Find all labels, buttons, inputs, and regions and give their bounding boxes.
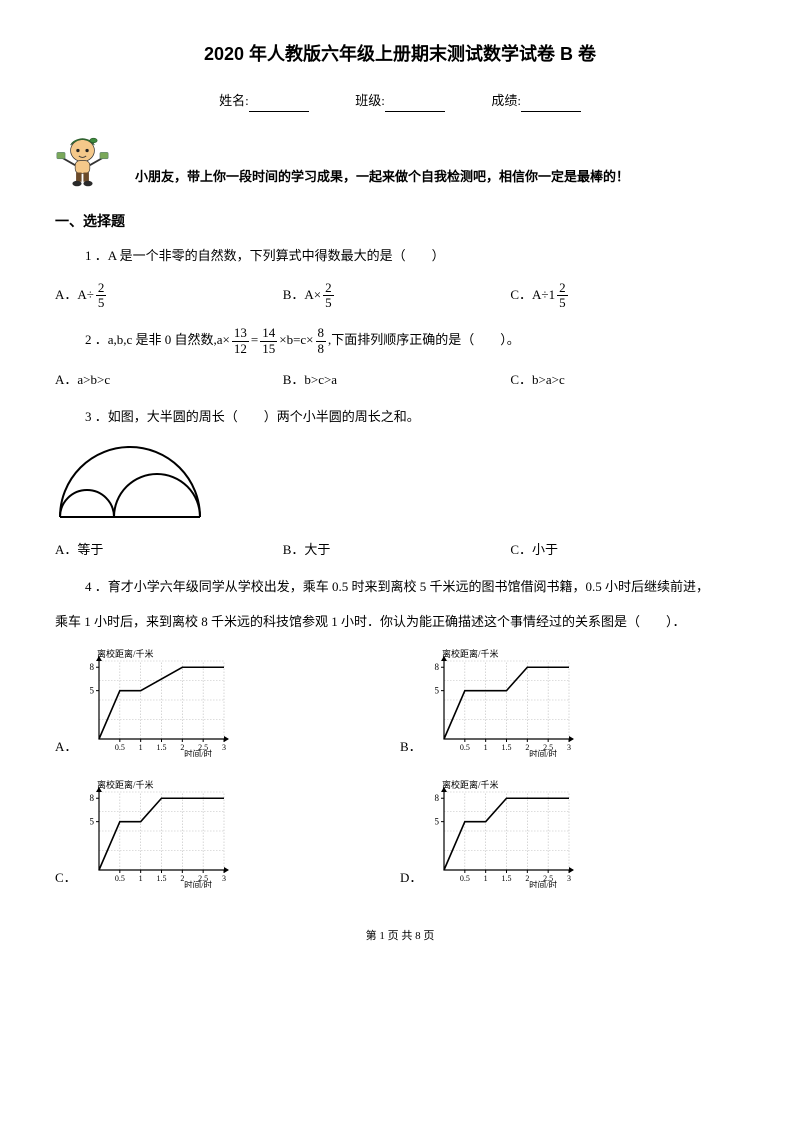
question-2: 2 ．a,b,c 是非 0 自然数,a×1312=1415×b=c×88,下面排… xyxy=(85,326,745,356)
svg-text:5: 5 xyxy=(435,685,440,695)
q1-b-prefix: B．A× xyxy=(283,287,321,302)
section-1-heading: 一、选择题 xyxy=(55,210,745,232)
name-blank[interactable] xyxy=(249,98,309,112)
svg-text:0.5: 0.5 xyxy=(460,743,470,752)
q2-suffix: ,下面排列顺序正确的是（ ）。 xyxy=(328,332,520,347)
svg-text:1.5: 1.5 xyxy=(502,874,512,883)
question-4-line1: 4 ．育才小学六年级同学从学校出发，乘车 0.5 时来到离校 5 千米远的图书馆… xyxy=(85,577,745,598)
q3-choice-b: B．大于 xyxy=(283,540,511,561)
q1-choice-a: A．A÷25 xyxy=(55,281,283,311)
q1-choice-b: B．A×25 xyxy=(283,281,511,311)
svg-text:时间/时: 时间/时 xyxy=(529,880,557,888)
svg-text:1: 1 xyxy=(139,743,143,752)
svg-text:5: 5 xyxy=(90,816,95,826)
graph-c-svg: 离校距离/千米0.511.522.53时间/时85 xyxy=(77,778,232,895)
fraction-icon: 88 xyxy=(316,326,327,356)
fraction-icon: 25 xyxy=(96,281,107,311)
class-label: 班级: xyxy=(355,93,385,108)
score-blank[interactable] xyxy=(521,98,581,112)
question-4-graphs: A． 离校距离/千米0.511.522.53时间/时85 B． 离校距离/千米0… xyxy=(55,647,745,909)
svg-text:时间/时: 时间/时 xyxy=(184,749,212,757)
q3-choice-a: A．等于 xyxy=(55,540,283,561)
q3-choice-c: C．小于 xyxy=(510,540,738,561)
q4-graph-b: B． 离校距离/千米0.511.522.53时间/时85 xyxy=(400,647,745,764)
question-3-choices: A．等于 B．大于 C．小于 xyxy=(55,540,745,561)
svg-text:1: 1 xyxy=(139,874,143,883)
svg-text:离校距离/千米: 离校距离/千米 xyxy=(97,779,154,790)
svg-text:1.5: 1.5 xyxy=(502,743,512,752)
svg-text:3: 3 xyxy=(222,874,226,883)
encouragement-row: 小朋友，带上你一段时间的学习成果，一起来做个自我检测吧，相信你一定是最棒的！ xyxy=(55,132,745,192)
svg-text:1.5: 1.5 xyxy=(157,743,167,752)
svg-text:1: 1 xyxy=(484,743,488,752)
q4-label-d: D． xyxy=(400,868,422,895)
svg-text:1.5: 1.5 xyxy=(157,874,167,883)
svg-text:离校距离/千米: 离校距离/千米 xyxy=(97,648,154,659)
graph-d-svg: 离校距离/千米0.511.522.53时间/时85 xyxy=(422,778,577,895)
svg-text:3: 3 xyxy=(567,874,571,883)
page-title: 2020 年人教版六年级上册期末测试数学试卷 B 卷 xyxy=(55,40,745,69)
fraction-icon: 25 xyxy=(323,281,334,311)
question-1-choices: A．A÷25 B．A×25 C．A÷125 xyxy=(55,281,745,311)
q4-label-a: A． xyxy=(55,737,77,764)
name-label: 姓名: xyxy=(219,93,249,108)
q1-c-prefix: C．A÷1 xyxy=(510,287,555,302)
semicircle-diagram xyxy=(55,442,745,529)
question-3: 3 ．如图，大半圆的周长（ ）两个小半圆的周长之和。 xyxy=(85,407,745,428)
q2-choice-a: A．a>b>c xyxy=(55,370,283,391)
student-info-line: 姓名: 班级: 成绩: xyxy=(55,91,745,112)
graph-b-svg: 离校距离/千米0.511.522.53时间/时85 xyxy=(422,647,577,764)
q1-choice-c: C．A÷125 xyxy=(510,281,738,311)
q2-choice-b: B．b>c>a xyxy=(283,370,511,391)
encouragement-text: 小朋友，带上你一段时间的学习成果，一起来做个自我检测吧，相信你一定是最棒的！ xyxy=(135,167,629,192)
mascot-icon xyxy=(55,132,110,192)
fraction-icon: 1312 xyxy=(232,326,249,356)
q4-label-c: C． xyxy=(55,868,77,895)
q4-label-b: B． xyxy=(400,737,422,764)
q1-a-prefix: A．A÷ xyxy=(55,287,94,302)
svg-text:0.5: 0.5 xyxy=(115,743,125,752)
q2-eq: = xyxy=(251,332,258,347)
score-label: 成绩: xyxy=(491,93,521,108)
svg-text:离校距离/千米: 离校距离/千米 xyxy=(442,648,499,659)
question-2-choices: A．a>b>c B．b>c>a C．b>a>c xyxy=(55,370,745,391)
svg-text:5: 5 xyxy=(90,685,95,695)
svg-text:0.5: 0.5 xyxy=(460,874,470,883)
graph-a-svg: 离校距离/千米0.511.522.53时间/时85 xyxy=(77,647,232,764)
page-footer: 第 1 页 共 8 页 xyxy=(55,928,745,946)
svg-text:离校距离/千米: 离校距离/千米 xyxy=(442,779,499,790)
svg-text:1: 1 xyxy=(484,874,488,883)
fraction-icon: 25 xyxy=(557,281,568,311)
question-1: 1 ．A 是一个非零的自然数，下列算式中得数最大的是（ ） xyxy=(85,246,745,267)
svg-text:3: 3 xyxy=(222,743,226,752)
svg-text:时间/时: 时间/时 xyxy=(184,880,212,888)
svg-text:8: 8 xyxy=(90,793,95,803)
q4-graph-d: D． 离校距离/千米0.511.522.53时间/时85 xyxy=(400,778,745,895)
svg-text:时间/时: 时间/时 xyxy=(529,749,557,757)
q2-prefix: 2 ．a,b,c 是非 0 自然数,a× xyxy=(85,332,230,347)
q4-graph-c: C． 离校距离/千米0.511.522.53时间/时85 xyxy=(55,778,400,895)
svg-text:8: 8 xyxy=(90,662,95,672)
class-blank[interactable] xyxy=(385,98,445,112)
svg-text:5: 5 xyxy=(435,816,440,826)
q4-graph-a: A． 离校距离/千米0.511.522.53时间/时85 xyxy=(55,647,400,764)
fraction-icon: 1415 xyxy=(260,326,277,356)
svg-text:0.5: 0.5 xyxy=(115,874,125,883)
svg-text:8: 8 xyxy=(435,793,440,803)
q2-mid: ×b=c× xyxy=(279,332,313,347)
q2-choice-c: C．b>a>c xyxy=(510,370,738,391)
svg-text:8: 8 xyxy=(435,662,440,672)
question-4-line2: 乘车 1 小时后，来到离校 8 千米远的科技馆参观 1 小时．你认为能正确描述这… xyxy=(55,612,745,633)
svg-text:3: 3 xyxy=(567,743,571,752)
